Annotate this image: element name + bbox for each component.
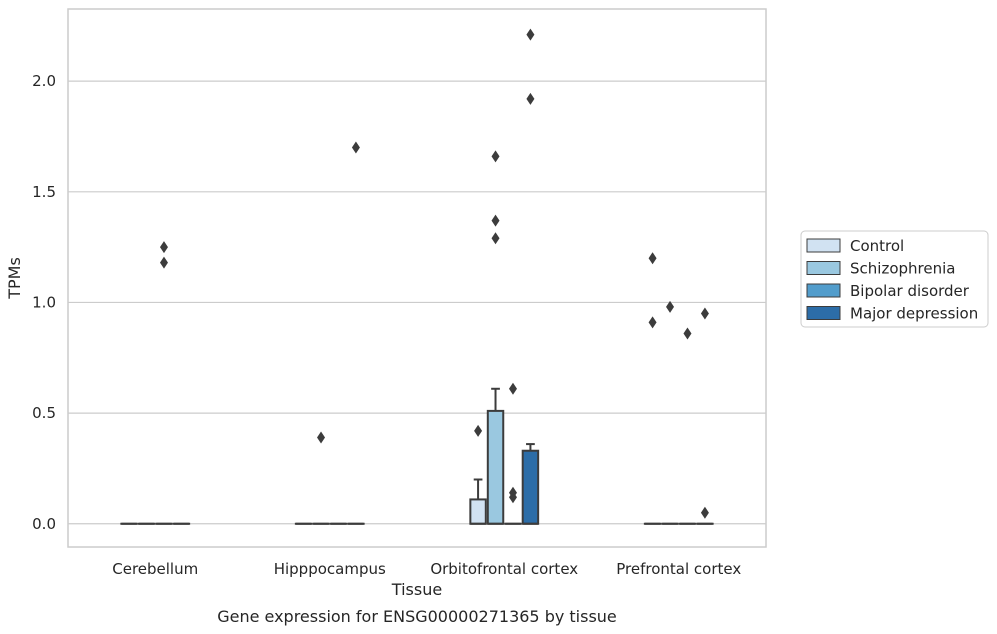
legend-frame [800,230,989,328]
outlier-point [491,232,500,245]
outlier-point [648,316,657,329]
y-axis-label: TPMs [5,257,24,300]
y-tick-label: 2.0 [32,72,56,90]
y-tick-label: 1.0 [32,293,56,311]
legend-label: Bipolar disorder [850,282,970,300]
y-tick-label: 0.0 [32,515,56,533]
outlier-point [474,424,483,437]
x-axis-label: Tissue [391,580,442,599]
x-tick-label: Orbitofrontal cortex [430,560,578,578]
y-tick-label: 0.5 [32,404,56,422]
y-tick-label: 1.5 [32,183,56,201]
x-tick-label: Hipppocampus [274,560,386,578]
legend-label: Major depression [850,305,978,323]
legend-swatch [806,238,841,253]
outlier-point [491,150,500,163]
box [486,409,505,525]
outlier-point [666,300,675,313]
tick-labels: 0.0 0.5 1.0 1.5 2.0 Cerebellum Hipppocampus Orb… [32,72,741,578]
outlier-point [700,307,709,320]
outlier-point [159,256,168,269]
plot-frame [67,8,767,548]
x-tick-label: Prefrontal cortex [616,560,741,578]
outlier-point [526,92,535,105]
outlier-point [526,28,535,41]
outlier-point [491,214,500,227]
outlier-point [508,491,517,504]
gridlines [68,80,766,525]
legend: Control Schizophrenia Bipolar disorder Majo… [800,230,989,328]
outlier-point [683,327,692,340]
legend-swatch [806,261,841,275]
legend-swatch [806,306,841,320]
outlier-point [700,506,709,519]
outlier-point [159,241,168,254]
figure-caption: Gene expression for ENSG00000271365 by t… [217,607,617,626]
outlier-point [351,141,360,154]
outlier-point [317,431,326,444]
outlier-point [508,382,517,395]
legend-label: Control [850,237,904,255]
legend-swatch [806,283,841,298]
x-tick-label: Cerebellum [112,560,198,578]
chart-marks [120,28,714,525]
box [521,449,540,525]
outlier-point [648,252,657,265]
box [469,498,487,525]
legend-label: Schizophrenia [850,260,955,278]
